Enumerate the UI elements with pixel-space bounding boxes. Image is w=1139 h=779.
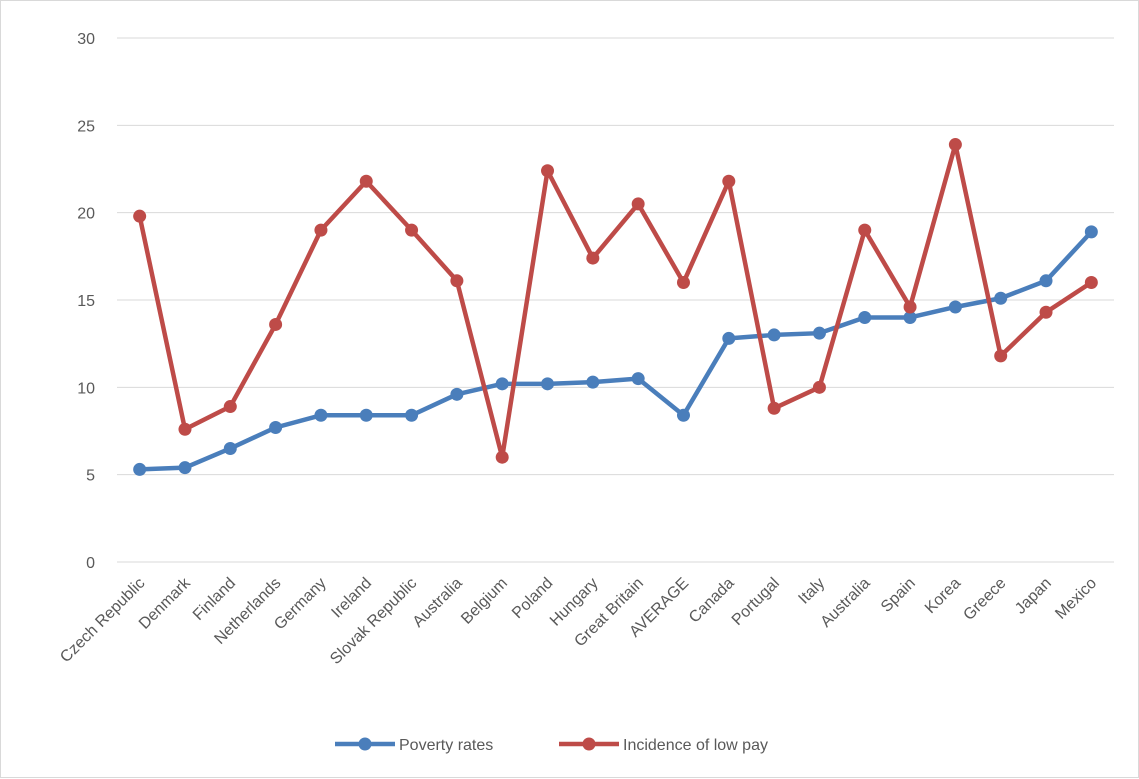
data-point	[812, 326, 826, 340]
y-tick-label: 15	[77, 293, 95, 310]
data-point	[269, 421, 283, 435]
data-point	[631, 197, 645, 211]
legend-item: Poverty rates	[335, 737, 493, 754]
legend: Poverty rates Incidence of low pay	[335, 737, 768, 754]
data-point	[495, 450, 509, 464]
series-lines	[133, 138, 1098, 476]
data-point	[948, 300, 962, 314]
legend-swatch-marker	[582, 737, 596, 751]
legend-label: Incidence of low pay	[623, 737, 768, 754]
x-tick-label: Denmark	[136, 574, 195, 633]
data-point	[1084, 225, 1098, 239]
x-tick-label: Japan	[1012, 575, 1055, 618]
x-tick-label: Belgium	[458, 575, 511, 628]
x-axis-tick-labels: Czech RepublicDenmarkFinlandNetherlandsG…	[57, 574, 1100, 668]
y-tick-label: 10	[77, 380, 95, 397]
data-point	[1039, 305, 1053, 319]
data-point	[767, 328, 781, 342]
data-point	[450, 274, 464, 288]
data-point	[903, 300, 917, 314]
data-point	[359, 174, 373, 188]
y-tick-label: 20	[77, 206, 95, 223]
data-point	[133, 462, 147, 476]
data-point	[541, 377, 555, 391]
x-tick-label: Slovak Republic	[327, 575, 420, 668]
x-tick-label: Mexico	[1052, 575, 1100, 623]
data-point	[450, 387, 464, 401]
legend-swatch-marker	[358, 737, 372, 751]
data-point	[994, 291, 1008, 305]
x-tick-label: Spain	[878, 575, 919, 616]
gridlines	[117, 37, 1114, 563]
data-point	[133, 209, 147, 223]
data-point	[1039, 274, 1053, 288]
data-point	[405, 223, 419, 237]
data-point	[314, 223, 328, 237]
series-line	[137, 142, 1094, 460]
data-point	[948, 138, 962, 152]
x-tick-label: Australia	[818, 575, 874, 631]
data-point	[631, 372, 645, 386]
x-tick-label: Italy	[795, 575, 828, 608]
x-tick-label: Portugal	[729, 575, 783, 629]
y-tick-label: 25	[77, 118, 95, 135]
data-point	[405, 408, 419, 422]
data-point	[994, 349, 1008, 363]
data-point	[541, 164, 555, 178]
data-point	[812, 380, 826, 394]
data-point	[722, 174, 736, 188]
data-point	[722, 331, 736, 345]
data-point	[858, 223, 872, 237]
data-point	[676, 408, 690, 422]
data-point	[676, 276, 690, 290]
y-axis-tick-labels: 0 5 10 15 20 25 30	[77, 31, 95, 572]
series-0	[133, 225, 1098, 476]
data-point	[223, 400, 237, 414]
data-point	[1084, 276, 1098, 290]
legend-item: Incidence of low pay	[559, 737, 768, 754]
data-point	[586, 375, 600, 389]
y-tick-label: 5	[86, 468, 95, 485]
data-point	[314, 408, 328, 422]
data-point	[359, 408, 373, 422]
y-tick-label: 30	[77, 31, 95, 48]
legend-label: Poverty rates	[399, 737, 493, 754]
data-point	[586, 251, 600, 265]
data-point	[767, 401, 781, 415]
x-tick-label: Greece	[960, 575, 1009, 624]
data-point	[269, 317, 283, 331]
data-point	[858, 310, 872, 324]
data-point	[495, 377, 509, 391]
data-point	[178, 461, 192, 475]
x-tick-label: Korea	[922, 575, 964, 617]
series-line	[137, 229, 1094, 472]
x-tick-label: Australia	[410, 575, 466, 631]
data-point	[903, 310, 917, 324]
y-tick-label: 0	[86, 555, 95, 572]
data-point	[223, 441, 237, 455]
data-point	[178, 422, 192, 436]
series-1	[133, 138, 1098, 464]
